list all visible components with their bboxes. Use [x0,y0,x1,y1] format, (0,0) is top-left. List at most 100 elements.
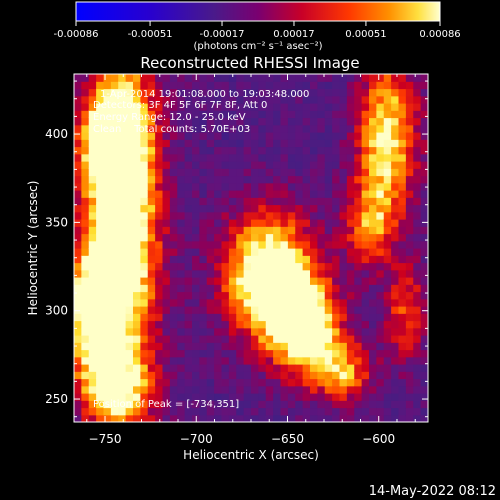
heatmap-cell [376,349,385,358]
heatmap-cell [265,182,274,191]
heatmap-cell [243,226,252,235]
heatmap-cell [287,132,296,140]
heatmap-cell [258,393,267,401]
heatmap-cell [192,226,200,235]
heatmap-cell [405,356,414,365]
heatmap-cell [155,385,164,394]
heatmap-cell [228,306,237,314]
heatmap-cell [184,269,193,278]
heatmap-cell [332,226,341,235]
heatmap-cell [398,95,407,104]
heatmap-cell [155,197,164,206]
heatmap-cell [192,219,200,227]
heatmap-cell [125,211,134,220]
heatmap-cell [383,132,392,140]
heatmap-cell [192,124,200,133]
heatmap-cell [243,88,252,97]
x-tick-label: −700 [180,432,213,446]
heatmap-cell [140,284,149,293]
heatmap-cell [287,284,296,293]
heatmap-cell [177,161,186,169]
heatmap-cell [81,320,90,329]
heatmap-cell [310,335,318,343]
heatmap-cell [383,74,392,82]
heatmap-cell [280,342,289,351]
heatmap-cell [103,153,112,162]
heatmap-cell [243,349,252,358]
heatmap-cell [147,291,156,300]
heatmap-cell [302,226,311,235]
heatmap-cell [302,175,311,184]
heatmap-cell [383,81,392,90]
heatmap-cell [339,168,348,177]
heatmap-cell [280,95,289,104]
heatmap-cell [162,298,171,307]
heatmap-cell [110,103,119,111]
heatmap-cell [251,291,259,300]
heatmap-cell [273,291,282,300]
heatmap-cell [295,378,304,387]
heatmap-cell [273,414,282,422]
heatmap-cell [391,117,400,126]
heatmap-cell [258,110,267,119]
heatmap-cell [199,378,208,387]
heatmap-cell [280,400,289,409]
heatmap-cell [140,182,149,191]
heatmap-cell [339,335,348,343]
heatmap-cell [133,175,141,184]
heatmap-cell [383,139,392,148]
heatmap-cell [74,335,82,343]
heatmap-cell [228,327,237,336]
heatmap-cell [361,197,370,206]
heatmap-cell [192,335,200,343]
heatmap-cell [302,197,311,206]
heatmap-cell [236,248,245,256]
heatmap-cell [81,349,90,358]
heatmap-cell [251,146,259,155]
heatmap-cell [96,313,105,322]
heatmap-cell [147,211,156,220]
heatmap-cell [81,95,90,104]
heatmap-cell [177,400,186,409]
heatmap-cell [228,88,237,97]
heatmap-cell [177,233,186,242]
heatmap-cell [332,356,341,365]
heatmap-cell [317,306,326,314]
heatmap-cell [369,110,377,119]
heatmap-cell [155,393,164,401]
heatmap-cell [125,306,134,314]
heatmap-cell [251,349,259,358]
heatmap-cell [236,81,245,90]
heatmap-cell [324,117,333,126]
heatmap-cell [96,161,105,169]
heatmap-cell [258,320,267,329]
heatmap-cell [96,103,105,111]
heatmap-cell [140,219,149,227]
heatmap-cell [391,95,400,104]
heatmap-cell [369,182,377,191]
heatmap-cell [354,182,363,191]
heatmap-cell [110,407,119,416]
heatmap-cell [383,124,392,133]
heatmap-cell [110,356,119,365]
heatmap-cell [192,248,200,256]
heatmap-cell [118,240,127,249]
heatmap-cell [103,284,112,293]
heatmap-cell [391,248,400,256]
heatmap-cell [147,146,156,155]
heatmap-cell [383,327,392,336]
heatmap-cell [81,313,90,322]
heatmap-cell [155,132,164,140]
heatmap-cell [391,226,400,235]
heatmap-cell [169,197,178,206]
heatmap-cell [332,306,341,314]
heatmap-cell [310,313,318,322]
heatmap-cell [361,219,370,227]
heatmap-cell [110,414,119,422]
heatmap-cell [214,74,223,82]
heatmap-cell [118,313,127,322]
heatmap-cell [287,153,296,162]
heatmap-cell [184,88,193,97]
heatmap-cell [155,414,164,422]
heatmap-cell [258,182,267,191]
